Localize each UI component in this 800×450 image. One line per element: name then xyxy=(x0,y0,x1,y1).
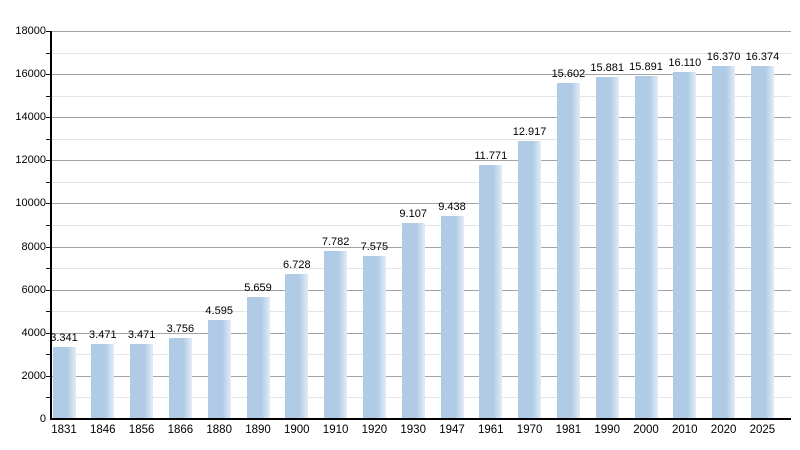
bar-1930 xyxy=(401,222,425,419)
major-gridline-12000 xyxy=(52,160,791,161)
x-axis-label-1890: 1890 xyxy=(245,424,271,436)
x-axis-label-1866: 1866 xyxy=(167,424,194,436)
minor-gridline-13000 xyxy=(52,139,791,140)
y-axis-label-2000: 2000 xyxy=(21,370,46,382)
x-axis-label-2020: 2020 xyxy=(710,424,737,436)
y-axis-tick-5000 xyxy=(46,311,51,312)
y-axis-tick-18000 xyxy=(46,31,51,32)
bar-value-label-1970: 12.917 xyxy=(512,125,547,138)
y-axis-tick-8000 xyxy=(46,247,51,248)
y-axis-tick-12000 xyxy=(46,160,51,161)
bar-2000 xyxy=(634,76,658,419)
x-axis-label-1880: 1880 xyxy=(206,424,232,436)
bar-1831 xyxy=(52,346,76,419)
bar-2025 xyxy=(750,66,774,419)
bar-1910 xyxy=(324,251,348,419)
y-axis-tick-10000 xyxy=(46,203,51,204)
y-axis-tick-6000 xyxy=(46,290,51,291)
bar-value-label-1831: 3.341 xyxy=(50,331,78,344)
bar-value-label-2020: 16.370 xyxy=(706,51,741,64)
major-gridline-10000 xyxy=(52,203,791,204)
bar-1990 xyxy=(595,76,619,419)
y-axis-tick-11000 xyxy=(46,182,51,183)
major-gridline-18000 xyxy=(52,31,791,32)
bar-1970 xyxy=(518,140,542,419)
bar-1890 xyxy=(246,297,270,419)
bar-value-label-1910: 7.782 xyxy=(321,236,350,249)
y-axis-label-16000: 16000 xyxy=(15,68,46,80)
bar-value-label-1890: 5.659 xyxy=(244,282,272,295)
y-axis-tick-3000 xyxy=(46,354,51,355)
x-axis-label-1831: 1831 xyxy=(51,424,77,436)
y-axis-tick-7000 xyxy=(46,268,51,269)
bar-value-label-1920: 7.575 xyxy=(360,240,389,253)
bar-value-label-2010: 16.110 xyxy=(668,56,702,69)
minor-gridline-17000 xyxy=(52,53,791,54)
bar-1900 xyxy=(285,273,309,419)
x-axis-label-2000: 2000 xyxy=(633,424,659,436)
bar-value-label-1990: 15.881 xyxy=(590,61,625,74)
bar-1856 xyxy=(130,344,154,419)
y-axis-label-18000: 18000 xyxy=(15,25,46,37)
bar-value-label-1981: 15.602 xyxy=(551,67,586,80)
y-axis-tick-2000 xyxy=(46,376,51,377)
bar-2010 xyxy=(673,71,697,419)
bar-2020 xyxy=(712,66,736,419)
x-axis-label-1990: 1990 xyxy=(594,424,620,436)
x-axis-label-1846: 1846 xyxy=(90,424,116,436)
minor-gridline-15000 xyxy=(52,96,791,97)
y-axis-label-6000: 6000 xyxy=(21,284,46,296)
bar-value-label-1961: 11.771 xyxy=(474,150,508,163)
y-axis-line xyxy=(50,31,52,419)
x-axis-label-1970: 1970 xyxy=(516,424,543,436)
bar-value-label-1846: 3.471 xyxy=(89,329,117,342)
minor-gridline-11000 xyxy=(52,182,791,183)
y-axis-label-0: 0 xyxy=(39,413,46,425)
bar-value-label-2025: 16.374 xyxy=(745,51,780,64)
y-axis-tick-1000 xyxy=(46,397,51,398)
bar-1920 xyxy=(362,255,386,419)
y-axis-label-8000: 8000 xyxy=(21,241,46,253)
x-axis-label-1961: 1961 xyxy=(478,424,504,436)
y-axis-tick-17000 xyxy=(46,53,51,54)
y-axis-label-12000: 12000 xyxy=(15,154,46,166)
bar-1981 xyxy=(556,82,580,419)
x-axis-label-1920: 1920 xyxy=(361,424,388,436)
y-axis-tick-9000 xyxy=(46,225,51,226)
major-gridline-14000 xyxy=(52,117,791,118)
bar-value-label-1880: 4.595 xyxy=(205,304,233,317)
bar-value-label-1930: 9.107 xyxy=(399,207,427,220)
x-axis-label-1981: 1981 xyxy=(555,424,582,436)
x-axis-line xyxy=(50,418,791,420)
bar-value-label-1856: 3.471 xyxy=(127,329,156,342)
x-axis-label-1930: 1930 xyxy=(400,424,426,436)
bar-value-label-1866: 3.756 xyxy=(166,323,195,336)
y-axis-tick-4000 xyxy=(46,333,51,334)
x-axis-label-1910: 1910 xyxy=(322,424,349,436)
x-axis-label-1856: 1856 xyxy=(128,424,155,436)
bar-1947 xyxy=(440,215,464,419)
bar-1880 xyxy=(207,319,231,419)
x-axis-label-2025: 2025 xyxy=(749,424,776,436)
bar-value-label-2000: 15.891 xyxy=(629,61,663,74)
y-axis-label-4000: 4000 xyxy=(21,327,46,339)
major-gridline-16000 xyxy=(52,74,791,75)
bar-1961 xyxy=(479,165,503,419)
x-axis-label-1900: 1900 xyxy=(284,424,310,436)
y-axis-tick-14000 xyxy=(46,117,51,118)
bar-1846 xyxy=(91,344,115,419)
y-axis-tick-16000 xyxy=(46,74,51,75)
y-axis-label-10000: 10000 xyxy=(15,197,46,209)
y-axis-label-14000: 14000 xyxy=(15,111,46,123)
y-axis-tick-13000 xyxy=(46,139,51,140)
bar-value-label-1900: 6.728 xyxy=(283,258,311,271)
bar-1866 xyxy=(168,338,192,419)
x-axis-label-1947: 1947 xyxy=(439,424,465,436)
y-axis-tick-15000 xyxy=(46,96,51,97)
bar-value-label-1947: 9.438 xyxy=(438,200,466,213)
x-axis-label-2010: 2010 xyxy=(672,424,698,436)
